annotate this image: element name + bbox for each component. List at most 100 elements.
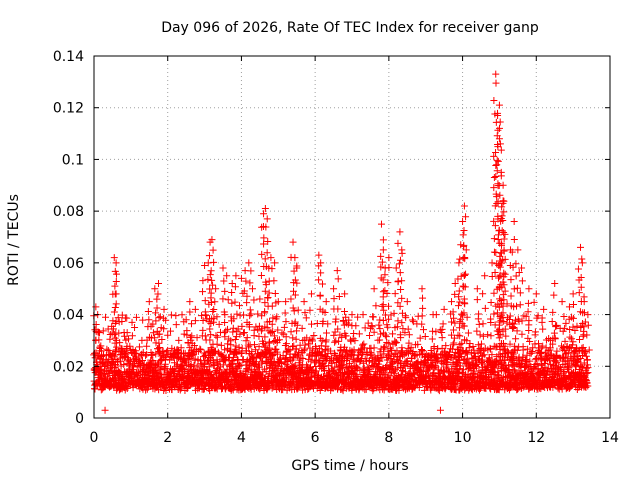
spike-trail-point [291, 276, 299, 284]
spike-trail-point [509, 263, 517, 271]
baseline-point [135, 343, 143, 351]
spike-point [418, 285, 426, 293]
spike-trail-point [268, 265, 276, 273]
spike-trail-point [510, 346, 518, 354]
spike-trail-point [228, 299, 236, 307]
x-tick-label: 4 [237, 430, 246, 446]
baseline-point [368, 323, 376, 331]
spike-trail-point [449, 308, 457, 316]
spike-trail-point [289, 334, 297, 342]
spike-trail-point [492, 79, 500, 87]
baseline-point [348, 386, 356, 394]
spike-trail-point [306, 344, 314, 352]
spike-trail-point [207, 267, 215, 275]
spike-point [92, 303, 100, 311]
spike-trail-point [571, 327, 579, 335]
baseline-point [310, 332, 318, 340]
spike-trail-point [580, 323, 588, 331]
spike-trail-point [250, 326, 258, 334]
baseline-point [451, 319, 459, 327]
x-tick-label: 8 [384, 430, 393, 446]
x-tick-label: 2 [163, 430, 172, 446]
baseline-point [584, 364, 592, 372]
spike-trail-point [526, 338, 534, 346]
spike-trail-point [370, 328, 378, 336]
spike-trail-point [500, 246, 508, 254]
y-tick-labels: 0 0.02 0.04 0.06 0.08 0.1 0.12 0.14 [53, 49, 84, 427]
baseline-point [345, 316, 353, 324]
spike-trail-point [275, 336, 283, 344]
baseline-point [356, 366, 364, 374]
baseline-point [143, 350, 151, 358]
spike-trail-point [235, 302, 243, 310]
spike-trail-point [292, 335, 300, 343]
spike-trail-point [394, 239, 402, 247]
baseline-point [389, 330, 397, 338]
spike-trail-point [496, 140, 504, 148]
y-tick-label: 0.08 [53, 204, 84, 220]
spike-point [495, 135, 503, 143]
spike-trail-point [269, 327, 277, 335]
spike-trail-point [123, 344, 131, 352]
spike-trail-point [499, 309, 507, 317]
spike-trail-point [534, 346, 542, 354]
spike-trail-point [514, 315, 522, 323]
spike-trail-point [282, 333, 290, 341]
spike-trail-point [207, 294, 215, 302]
spike-trail-point [243, 292, 251, 300]
spike-trail-point [231, 298, 239, 306]
spike-trail-point [559, 327, 567, 335]
baseline-point [391, 366, 399, 374]
spike-trail-point [201, 308, 209, 316]
spike-point [289, 238, 297, 246]
baseline-point [315, 356, 323, 364]
spike-trail-point [502, 349, 510, 357]
spike-point [584, 311, 592, 319]
baseline-point [327, 373, 335, 381]
baseline-point [156, 313, 164, 321]
spike-trail-point [385, 264, 393, 272]
spike-trail-point [273, 350, 281, 358]
spike-trail-point [128, 332, 136, 340]
spike-trail-point [394, 317, 402, 325]
spike-trail-point [260, 240, 268, 248]
baseline-point [451, 352, 459, 360]
spike-point [237, 274, 245, 282]
spike-trail-point [500, 296, 508, 304]
baseline-point [159, 347, 167, 355]
spike-point [245, 259, 253, 267]
spike-trail-point [492, 149, 500, 157]
spike-point [532, 290, 540, 298]
spike-trail-point [193, 334, 201, 342]
spike-trail-point [490, 184, 498, 192]
baseline-point [420, 326, 428, 334]
spike-trail-point [515, 343, 523, 351]
baseline-point [228, 360, 236, 368]
spike-trail-point [490, 97, 498, 105]
spike-point [492, 70, 500, 78]
baseline-point [213, 333, 221, 341]
spike-trail-point [391, 324, 399, 332]
baseline-point [583, 369, 591, 377]
spike-trail-point [539, 342, 547, 350]
spike-trail-point [208, 350, 216, 358]
baseline-point [216, 358, 224, 366]
spike-trail-point [501, 255, 509, 263]
baseline-point [460, 356, 468, 364]
spike-trail-point [359, 341, 367, 349]
spike-trail-point [298, 324, 306, 332]
baseline-point [197, 346, 205, 354]
x-tick-label: 0 [90, 430, 99, 446]
spike-trail-point [293, 279, 301, 287]
spike-point [248, 285, 256, 293]
spike-trail-point [339, 317, 347, 325]
baseline-point [189, 351, 197, 359]
spike-trail-point [376, 316, 384, 324]
spike-point [228, 280, 236, 288]
spike-trail-point [250, 341, 258, 349]
spike-trail-point [490, 310, 498, 318]
spike-trail-point [199, 277, 207, 285]
spike-trail-point [569, 338, 577, 346]
baseline-point [299, 354, 307, 362]
y-tick-label: 0.14 [53, 49, 84, 65]
